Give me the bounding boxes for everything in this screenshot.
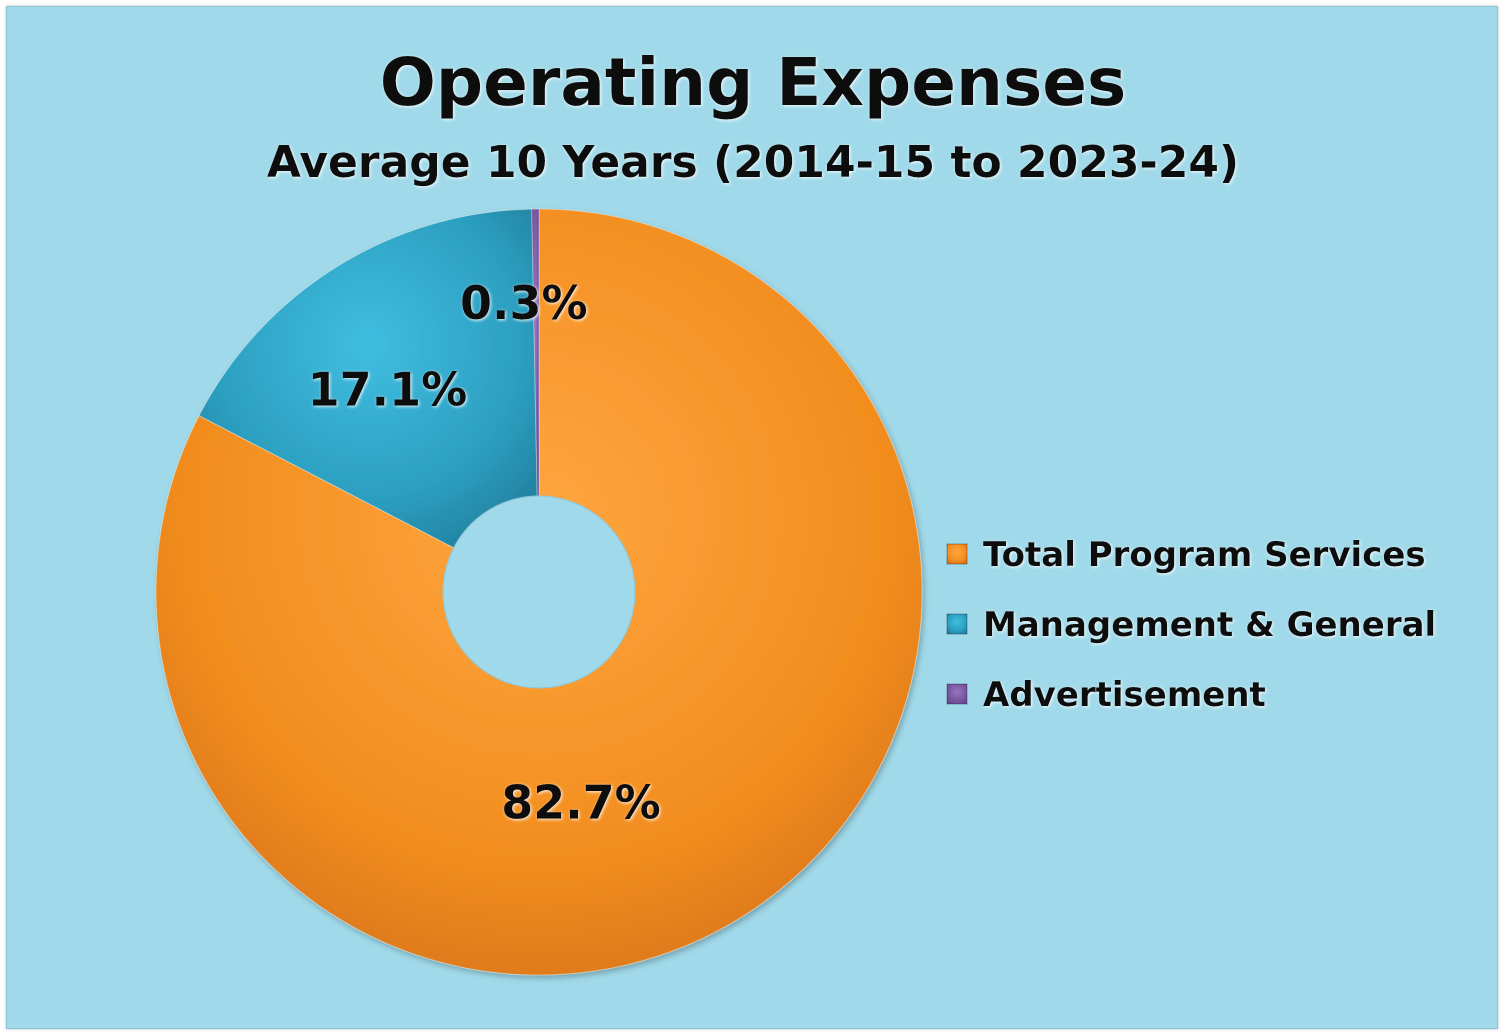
- chart-svg: Operating Expenses Average 10 Years (201…: [155, 44, 1436, 976]
- legend-swatch-management-and-general: [946, 613, 968, 635]
- chart-subtitle: Average 10 Years (2014-15 to 2023-24): [267, 137, 1239, 188]
- legend-label-management-and-general: Management & General: [983, 605, 1436, 645]
- data-labels: 82.7% 17.1% 0.3%: [308, 276, 661, 830]
- data-label-total-program-services: 82.7%: [501, 775, 661, 829]
- legend: Total Program Services Management & Gener…: [946, 535, 1436, 715]
- chart-frame: Operating Expenses Average 10 Years (201…: [6, 6, 1498, 1029]
- donut-slices: [155, 208, 923, 976]
- legend-label-total-program-services: Total Program Services: [983, 535, 1426, 575]
- legend-swatch-advertisement: [946, 683, 968, 705]
- legend-item-management-and-general: Management & General: [946, 605, 1436, 645]
- legend-item-total-program-services: Total Program Services: [946, 535, 1426, 575]
- legend-swatch-total-program-services: [946, 543, 968, 565]
- data-label-advertisement: 0.3%: [460, 276, 588, 330]
- data-label-management-and-general: 17.1%: [308, 363, 468, 417]
- legend-item-advertisement: Advertisement: [946, 675, 1266, 715]
- donut-hole: [442, 495, 636, 689]
- chart-title: Operating Expenses: [380, 44, 1127, 121]
- legend-label-advertisement: Advertisement: [983, 675, 1266, 715]
